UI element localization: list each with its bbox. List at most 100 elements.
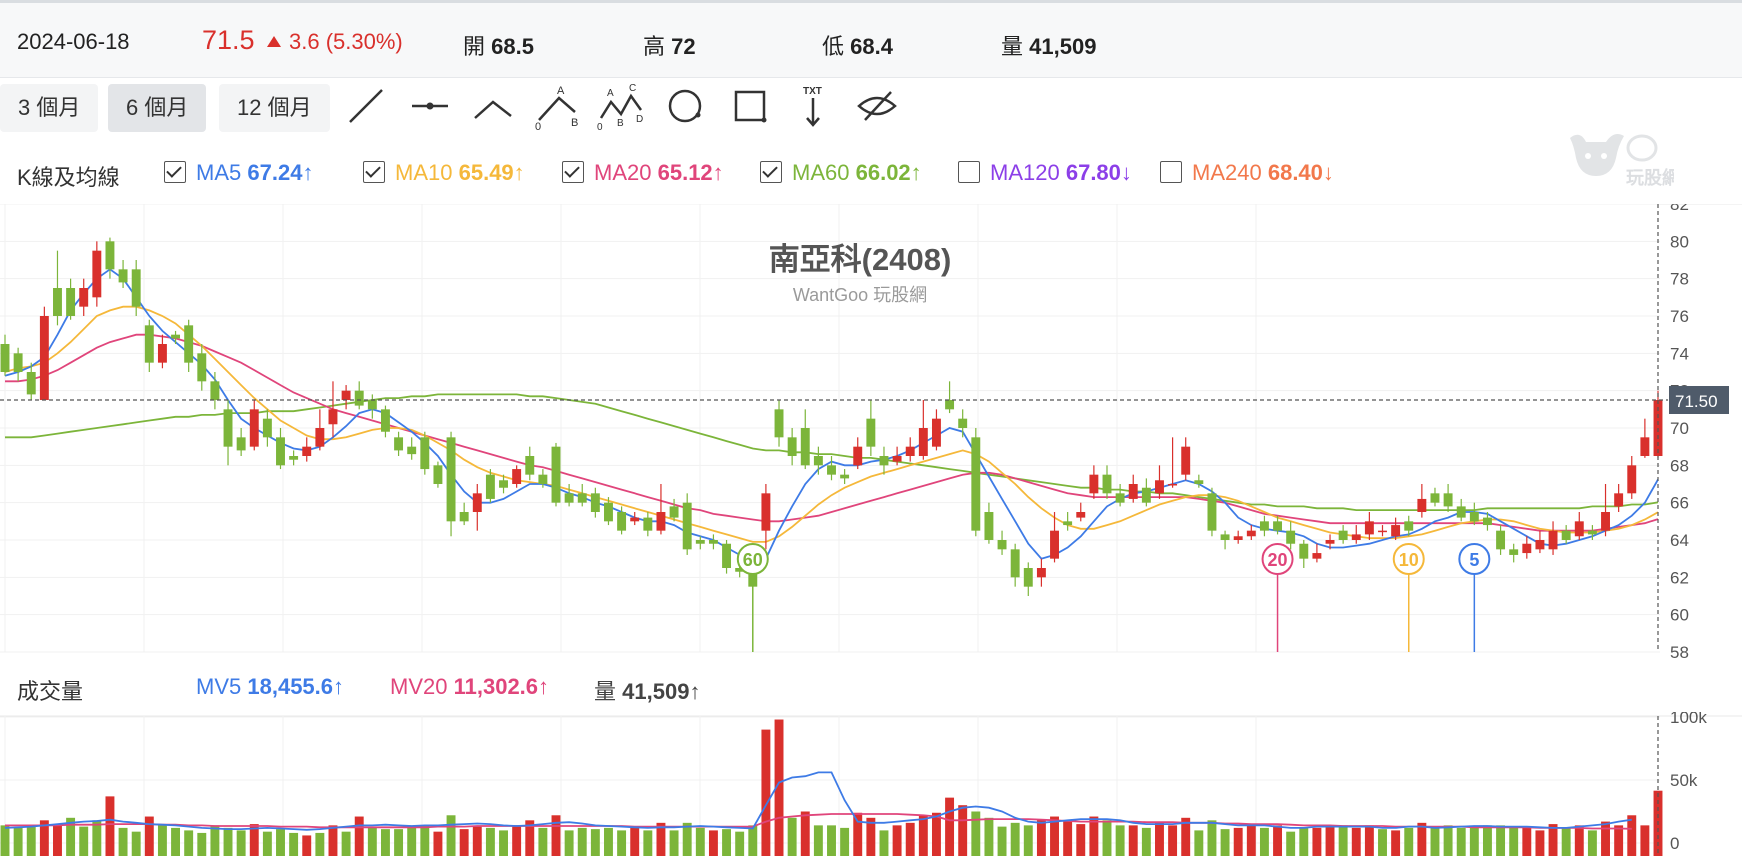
candle-body bbox=[1627, 465, 1637, 494]
volume-bar bbox=[1141, 827, 1151, 856]
candle-body bbox=[695, 540, 705, 544]
volume-bar bbox=[1325, 825, 1335, 856]
volume-axis-tick: 100k bbox=[1670, 712, 1707, 727]
candle-body bbox=[577, 493, 587, 503]
circle-tool-icon[interactable] bbox=[661, 82, 709, 130]
price-axis-tick: 70 bbox=[1670, 419, 1689, 438]
hide-drawings-icon[interactable] bbox=[853, 82, 901, 130]
candle-body bbox=[1351, 534, 1361, 540]
price-axis-tick: 68 bbox=[1670, 456, 1689, 475]
volume-bar bbox=[590, 829, 600, 856]
candle-body bbox=[341, 390, 351, 400]
volume-bar bbox=[577, 827, 587, 856]
line-tool-icon[interactable] bbox=[342, 82, 390, 130]
volume-bar bbox=[302, 835, 312, 856]
candle-body bbox=[79, 288, 89, 307]
volume-bar bbox=[1155, 822, 1164, 856]
wantgoo-logo: 玩股網 bbox=[1566, 128, 1680, 190]
high-label: 高 bbox=[643, 34, 666, 59]
ma20-checkbox[interactable] bbox=[562, 161, 584, 183]
angle-tool-icon[interactable] bbox=[469, 82, 517, 130]
volume-bar bbox=[1076, 824, 1086, 856]
volume-value: 41,509 bbox=[1029, 34, 1097, 59]
logo-text: 玩股網 bbox=[1626, 167, 1674, 188]
ma240-checkbox[interactable] bbox=[1160, 161, 1182, 183]
volume-bar bbox=[1404, 827, 1414, 856]
candle-body bbox=[1102, 474, 1112, 494]
candle-body bbox=[643, 517, 653, 531]
volume-chart: 100k 50k 0 bbox=[0, 712, 1742, 856]
abcd-letter-a: A bbox=[607, 88, 614, 99]
volume-bar bbox=[1273, 825, 1283, 856]
volume-bar bbox=[1482, 825, 1492, 856]
candle-body bbox=[1430, 493, 1440, 503]
volume-bar bbox=[512, 825, 522, 856]
price-tag-box bbox=[1669, 386, 1729, 414]
volume-bar bbox=[1299, 827, 1309, 856]
candle-body bbox=[774, 409, 784, 438]
candle-body bbox=[394, 437, 404, 451]
chart-title: 南亞科(2408) bbox=[769, 242, 952, 277]
volume-bar bbox=[656, 822, 666, 856]
ma5-checkbox[interactable] bbox=[164, 161, 186, 183]
candlestick-chart: 南亞科(2408) WantGoo 玩股網 60 20 10 5 58 60 62 64 66 6… bbox=[0, 204, 1742, 662]
candle-body bbox=[827, 465, 836, 475]
volume-bar bbox=[538, 827, 548, 856]
rectangle-tool-icon[interactable] bbox=[726, 82, 774, 130]
volume-bar bbox=[1627, 815, 1637, 856]
candle-body bbox=[1050, 530, 1059, 559]
candle-body bbox=[1404, 521, 1414, 531]
volume-bar bbox=[984, 817, 994, 856]
candle-body bbox=[905, 446, 915, 456]
candle-body bbox=[945, 400, 955, 410]
period-12m-button[interactable]: 12 個月 bbox=[219, 84, 330, 132]
horizontal-line-tool-icon[interactable] bbox=[406, 82, 454, 130]
abc-pattern-tool-icon[interactable]: A 0 B bbox=[533, 82, 581, 133]
text-tool-icon[interactable]: TXT bbox=[789, 82, 837, 130]
candle-body bbox=[1273, 521, 1283, 531]
up-arrow-icon: ↑ bbox=[538, 674, 550, 699]
volume-bar bbox=[525, 820, 535, 856]
volume-bar bbox=[1286, 831, 1296, 856]
price-tag-label: 71.50 bbox=[1675, 392, 1718, 411]
volume-bar bbox=[1469, 827, 1479, 856]
candle-body bbox=[669, 506, 679, 518]
candle-body bbox=[302, 446, 312, 456]
period-3m-button[interactable]: 3 個月 bbox=[0, 84, 99, 132]
ma5-legend: MA5 67.24↑ bbox=[196, 160, 313, 186]
ma10-line bbox=[4, 305, 1659, 543]
volume-bar bbox=[459, 829, 469, 856]
ma120-checkbox[interactable] bbox=[958, 161, 980, 183]
candle-body bbox=[1115, 493, 1125, 503]
candle-body bbox=[157, 344, 167, 363]
down-arrow-icon: ↓ bbox=[1120, 160, 1132, 185]
volume-bar bbox=[735, 831, 745, 856]
volume-bar bbox=[184, 830, 194, 856]
volume-bar bbox=[1338, 825, 1348, 856]
abcd-letter-b: B bbox=[617, 118, 624, 129]
volume-bar bbox=[1050, 816, 1059, 856]
ma240-value: 68.40 bbox=[1267, 160, 1323, 185]
abcd-pattern-tool-icon[interactable]: A C 0 B D bbox=[597, 82, 645, 133]
volume-bar bbox=[945, 797, 955, 856]
volume-bar bbox=[210, 825, 220, 856]
candle-body bbox=[708, 540, 718, 544]
ma240-legend: MA240 68.40↓ bbox=[1192, 160, 1334, 186]
volume-bar bbox=[485, 827, 495, 856]
candle-body bbox=[1509, 549, 1519, 555]
mv20-legend: MV20 11,302.6↑ bbox=[390, 674, 549, 700]
mv20-value: 11,302.6 bbox=[453, 674, 539, 699]
high-price: 高 72 bbox=[643, 29, 696, 61]
ma60-checkbox[interactable] bbox=[760, 161, 782, 183]
period-6m-button[interactable]: 6 個月 bbox=[108, 84, 207, 132]
candle-body bbox=[853, 446, 863, 466]
abc-letter-a: A bbox=[557, 85, 565, 97]
volume-bar bbox=[827, 825, 836, 856]
volume-bar bbox=[1443, 825, 1453, 856]
candle-body bbox=[1063, 521, 1073, 526]
up-triangle-icon bbox=[267, 36, 281, 47]
volume-bar bbox=[630, 827, 640, 856]
candle-body bbox=[380, 409, 390, 432]
ma10-checkbox[interactable] bbox=[363, 161, 385, 183]
candle-body bbox=[918, 428, 928, 456]
